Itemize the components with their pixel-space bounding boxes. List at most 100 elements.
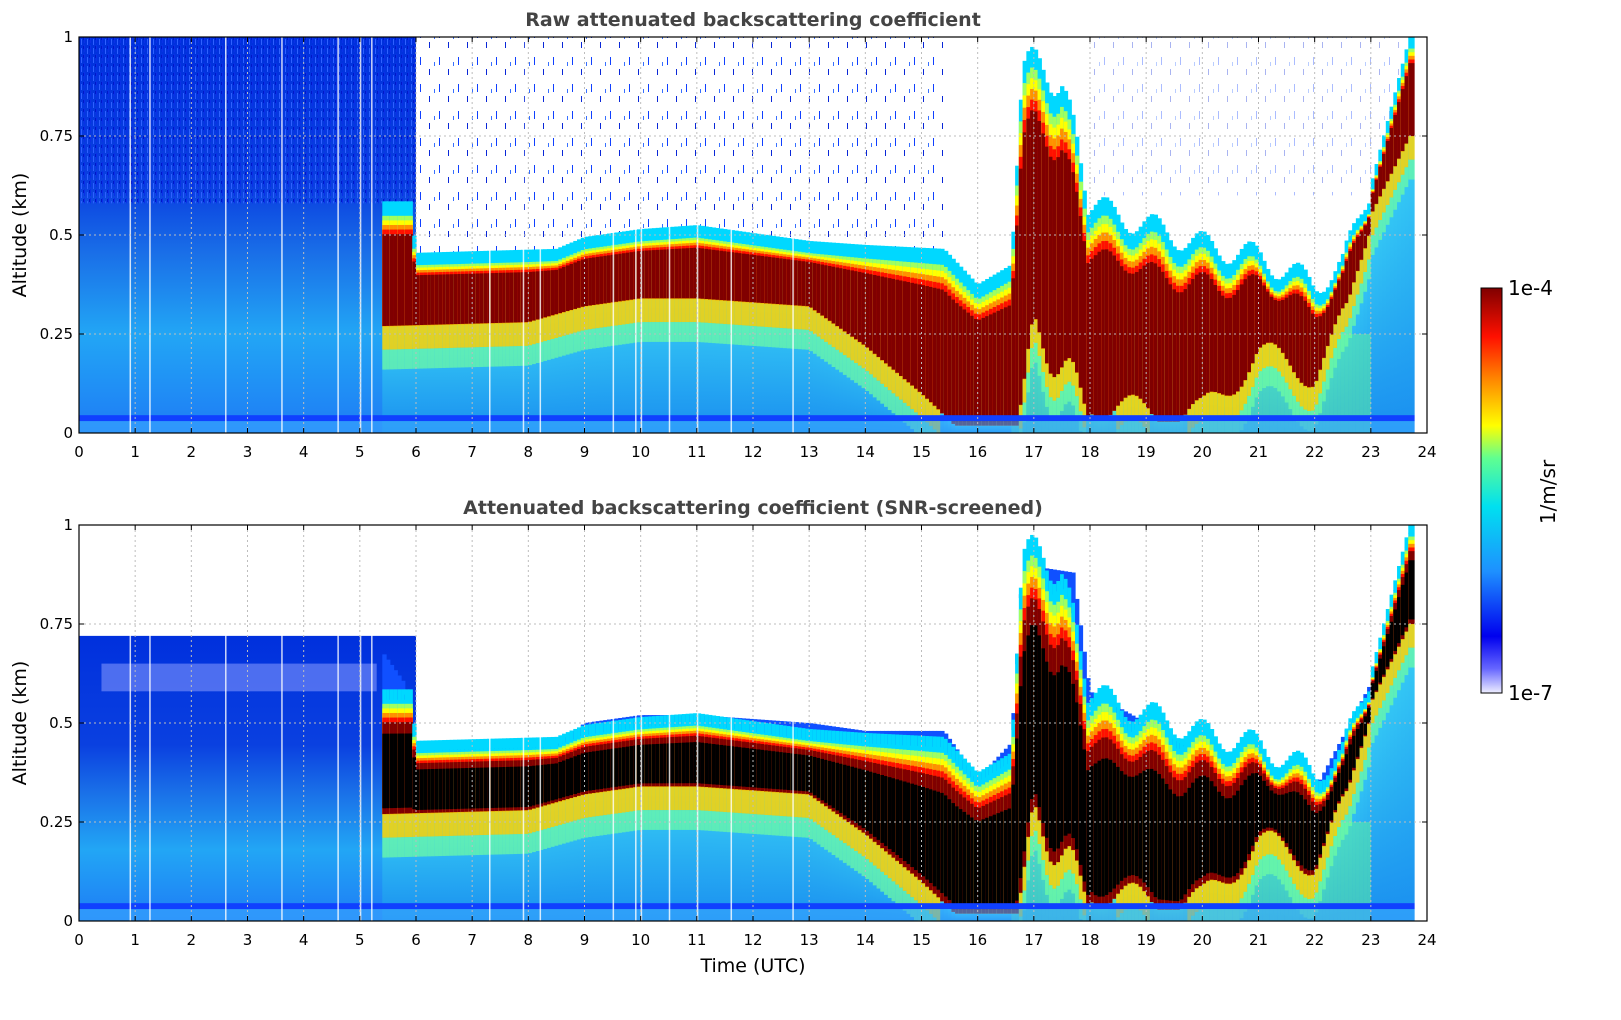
x-tick-label: 23 — [1361, 931, 1380, 949]
panel2-xlabel: Time (UTC) — [699, 955, 805, 977]
colorbar-max-label: 1e-4 — [1508, 276, 1553, 300]
x-tick-label: 12 — [743, 443, 762, 461]
x-tick-label: 1 — [130, 443, 140, 461]
x-tick-label: 19 — [1137, 931, 1156, 949]
missing-profile — [371, 37, 373, 433]
missing-profile — [640, 525, 643, 921]
x-tick-label: 15 — [912, 443, 931, 461]
panel1-ylabel: Altitude (km) — [9, 173, 31, 298]
x-tick-label: 13 — [800, 931, 819, 949]
missing-profile — [730, 37, 733, 433]
x-tick-label: 17 — [1024, 443, 1043, 461]
missing-profile — [792, 525, 794, 921]
panel1-y-ticks: 0 0.25 0.5 0.75 1 — [40, 28, 1427, 442]
missing-profile — [281, 525, 283, 921]
x-tick-label: 22 — [1305, 443, 1324, 461]
missing-profile — [730, 525, 733, 921]
x-tick-label: 9 — [580, 931, 590, 949]
y-tick-label: 1 — [63, 28, 73, 46]
missing-profile — [281, 37, 283, 433]
panel2-title: Attenuated backscattering coefficient (S… — [463, 497, 1043, 519]
x-tick-label: 14 — [856, 931, 875, 949]
screened-speckle-band — [101, 663, 377, 692]
raw-backscatter-panel: Raw attenuated backscattering coefficien… — [9, 9, 1437, 461]
missing-profile — [522, 525, 525, 921]
x-tick-label: 0 — [74, 931, 84, 949]
missing-profile — [522, 37, 525, 433]
x-tick-label: 14 — [856, 443, 875, 461]
colorbar-unit-label: 1/m/sr — [1536, 459, 1560, 524]
y-tick-label: 0.75 — [40, 127, 73, 145]
missing-profile — [371, 525, 373, 921]
panel1-x-ticks: 0 1 2 3 4 5 6 7 8 9 10 11 12 13 14 15 16 17 18 19 20 21 22 23 24 — [74, 37, 1437, 461]
y-tick-label: 0.5 — [49, 714, 73, 732]
x-tick-label: 6 — [411, 931, 421, 949]
x-tick-label: 4 — [299, 443, 309, 461]
colorbar: 1e-4 1e-7 1/m/sr — [1480, 276, 1560, 705]
colorbar-min-label: 1e-7 — [1508, 681, 1553, 705]
x-tick-label: 8 — [524, 443, 534, 461]
sparse-noise-region — [416, 37, 944, 255]
x-tick-label: 2 — [187, 443, 197, 461]
x-tick-label: 24 — [1417, 443, 1436, 461]
missing-profile — [337, 37, 339, 433]
x-tick-label: 9 — [580, 443, 590, 461]
missing-profile — [792, 37, 794, 433]
missing-profile — [612, 37, 615, 433]
x-tick-label: 18 — [1080, 443, 1099, 461]
y-tick-label: 0.75 — [40, 615, 73, 633]
x-tick-label: 5 — [355, 443, 365, 461]
snr-screened-panel: Attenuated backscattering coefficient (S… — [9, 497, 1437, 977]
x-tick-label: 1 — [130, 931, 140, 949]
x-tick-label: 16 — [968, 931, 987, 949]
y-tick-label: 1 — [63, 516, 73, 534]
y-tick-label: 0.25 — [40, 325, 73, 343]
panel2-ylabel: Altitude (km) — [9, 661, 31, 786]
y-tick-label: 0.25 — [40, 813, 73, 831]
x-tick-label: 10 — [631, 931, 650, 949]
x-tick-label: 6 — [411, 443, 421, 461]
panel2-grid — [79, 525, 1427, 921]
x-tick-label: 7 — [467, 931, 477, 949]
x-tick-label: 19 — [1137, 443, 1156, 461]
x-tick-label: 24 — [1417, 931, 1436, 949]
missing-profile — [696, 525, 699, 921]
x-tick-label: 21 — [1249, 443, 1268, 461]
x-tick-label: 0 — [74, 443, 84, 461]
y-tick-label: 0 — [63, 424, 73, 442]
x-tick-label: 5 — [355, 931, 365, 949]
x-tick-label: 20 — [1193, 931, 1212, 949]
panel2-y-ticks: 0 0.25 0.5 0.75 1 — [40, 516, 1427, 930]
colorbar-gradient — [1480, 287, 1503, 694]
panel1-title: Raw attenuated backscattering coefficien… — [525, 9, 981, 31]
x-tick-label: 22 — [1305, 931, 1324, 949]
x-tick-label: 21 — [1249, 931, 1268, 949]
missing-profile — [640, 37, 643, 433]
panel2-x-ticks: 0 1 2 3 4 5 6 7 8 9 10 11 12 13 14 15 16 17 18 19 20 21 22 23 24 — [74, 525, 1437, 949]
x-tick-label: 18 — [1080, 931, 1099, 949]
x-tick-label: 17 — [1024, 931, 1043, 949]
y-tick-label: 0 — [63, 912, 73, 930]
x-tick-label: 8 — [524, 931, 534, 949]
x-tick-label: 7 — [467, 443, 477, 461]
panel1-grid — [79, 37, 1427, 433]
x-tick-label: 4 — [299, 931, 309, 949]
x-tick-label: 10 — [631, 443, 650, 461]
x-tick-label: 16 — [968, 443, 987, 461]
x-tick-label: 20 — [1193, 443, 1212, 461]
missing-profile — [696, 37, 699, 433]
x-tick-label: 11 — [687, 443, 706, 461]
x-tick-label: 23 — [1361, 443, 1380, 461]
x-tick-label: 2 — [187, 931, 197, 949]
x-tick-label: 11 — [687, 931, 706, 949]
x-tick-label: 3 — [243, 443, 253, 461]
missing-profile — [612, 525, 615, 921]
y-tick-label: 0.5 — [49, 226, 73, 244]
missing-profile — [337, 525, 339, 921]
x-tick-label: 12 — [743, 931, 762, 949]
x-tick-label: 3 — [243, 931, 253, 949]
sparse-noise-region-2 — [1090, 37, 1399, 196]
x-tick-label: 15 — [912, 931, 931, 949]
x-tick-label: 13 — [800, 443, 819, 461]
